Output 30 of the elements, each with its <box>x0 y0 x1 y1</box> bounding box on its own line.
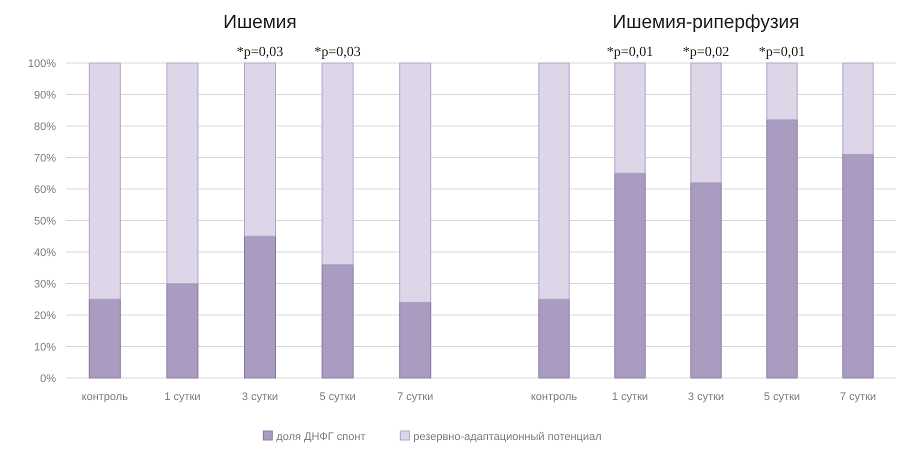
annotation: *p=0,02 <box>682 45 730 60</box>
chart-title: Ишемия <box>223 12 297 33</box>
annotation: *p=0,03 <box>236 45 284 60</box>
x-tick-label: 5 сутки <box>764 391 800 403</box>
y-tick-label: 90% <box>34 89 56 102</box>
x-tick-label: 1 сутки <box>164 391 200 403</box>
y-tick-label: 100% <box>28 58 56 70</box>
y-tick-label: 30% <box>34 278 56 290</box>
y-tick-label: 20% <box>34 310 56 322</box>
annotation: *p=0,01 <box>606 45 654 60</box>
y-tick-label: 40% <box>34 246 56 259</box>
x-tick-label: 5 сутки <box>320 391 356 403</box>
x-tick-label: 3 сутки <box>242 391 278 403</box>
y-tick-label: 50% <box>34 215 56 228</box>
y-tick-label: 80% <box>34 120 56 133</box>
y-tick-label: 70% <box>34 152 56 164</box>
annotation: *p=0,03 <box>314 45 361 60</box>
x-tick-label: 7 сутки <box>397 391 434 403</box>
chart-title: Ишемия-риперфузия <box>612 12 800 33</box>
x-tick-label: контроль <box>82 391 128 403</box>
annotation: *p=0,01 <box>758 45 806 60</box>
y-tick-label: 60% <box>34 184 56 196</box>
x-tick-label: 1 сутки <box>612 391 648 403</box>
legend-label: доля ДНФГ спонт <box>276 430 366 443</box>
x-tick-label: 3 сутки <box>688 391 724 403</box>
y-tick-label: 0% <box>40 372 56 385</box>
legend-label: резервно-адаптационный потенциал <box>413 430 602 443</box>
y-tick-label: 10% <box>34 341 56 354</box>
x-tick-label: контроль <box>530 391 578 403</box>
x-tick-label: 7 сутки <box>840 391 876 403</box>
